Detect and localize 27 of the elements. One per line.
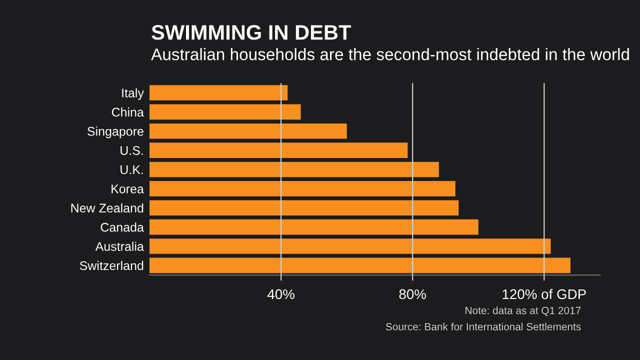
bar (150, 238, 551, 254)
source-note: Source: Bank for International Settlements (386, 322, 581, 330)
bar (150, 200, 459, 216)
bar (150, 162, 439, 178)
x-tick-label: 120% of GDP (502, 288, 586, 300)
bar (150, 219, 478, 235)
y-tick-label: Canada (100, 222, 144, 232)
y-tick-label: U.S. (120, 146, 143, 155)
chart-title: SWIMMING IN DEBT (152, 25, 352, 40)
y-tick-label: Italy (122, 88, 144, 100)
y-tick-label: Australia (95, 242, 144, 251)
bar (150, 142, 408, 158)
bar (150, 104, 301, 120)
chart-subtitle: Australian households are the second-most indebted in the world (151, 48, 629, 60)
bar (150, 85, 288, 100)
y-tick-label: Singapore (88, 126, 144, 138)
y-tick-label: China (112, 107, 144, 117)
text: Note: data as at Q1 2017 (466, 306, 581, 316)
y-tick-label: New Zealand (71, 203, 144, 213)
x-tick-label: 40% (267, 289, 294, 300)
y-tick-label: Switzerland (80, 260, 144, 270)
bar (150, 123, 347, 139)
y-tick-label: Korea (112, 184, 144, 194)
x-tick-label: 80% (399, 289, 426, 300)
bar (150, 181, 456, 196)
bar (150, 258, 570, 274)
y-tick-label: U.K. (120, 165, 143, 174)
